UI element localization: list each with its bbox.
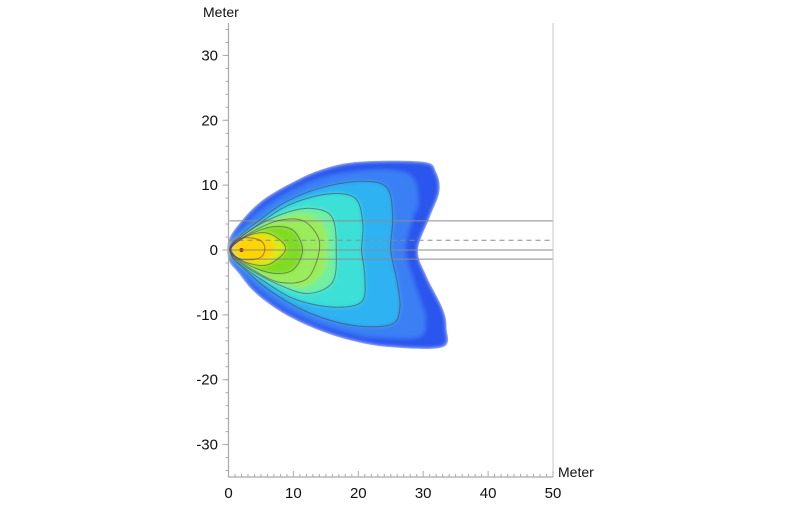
contour-line — [229, 180, 401, 328]
band-level-7 — [231, 237, 265, 260]
y-tick-label: -20 — [196, 372, 218, 389]
y-tick-label: -30 — [196, 437, 218, 454]
contour-line — [230, 237, 266, 261]
heatmap-fills — [227, 160, 449, 349]
contour-line — [229, 207, 337, 294]
contour-line — [229, 218, 321, 284]
y-tick-label: 20 — [201, 112, 218, 129]
contour-line — [229, 193, 366, 308]
x-tick-label: 20 — [350, 485, 367, 502]
axes: 0 10 20 30 40 50 -30 -20 -10 0 10 20 30 — [196, 23, 561, 502]
contour-lines — [229, 180, 401, 328]
x-tick-label: 10 — [285, 485, 302, 502]
y-tick-label: -10 — [196, 307, 218, 324]
x-tick-label: 0 — [224, 485, 232, 502]
y-tick-label: 0 — [210, 242, 218, 259]
y-tick-label: 10 — [201, 177, 218, 194]
y-tick-label: 30 — [201, 47, 218, 64]
x-tick-label: 50 — [545, 485, 562, 502]
x-tick-label: 30 — [415, 485, 432, 502]
x-axis-label: Meter — [558, 464, 594, 480]
x-tick-label: 40 — [480, 485, 497, 502]
y-axis-label: Meter — [203, 4, 239, 20]
heatmap-gradient — [227, 160, 449, 349]
